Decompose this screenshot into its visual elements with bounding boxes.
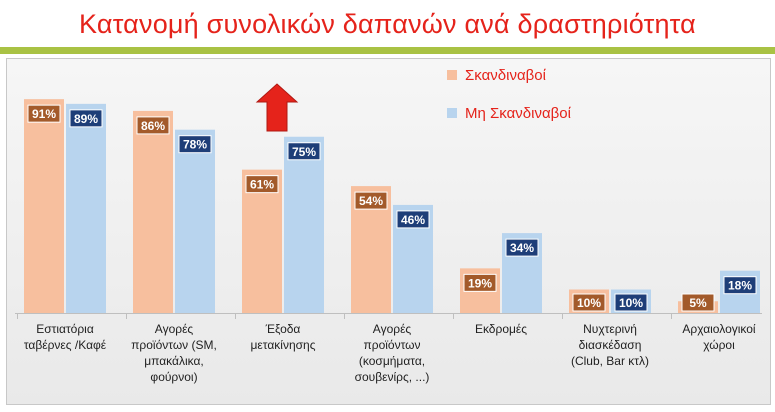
data-label-box [287,142,321,161]
data-label: 91% [32,107,56,121]
data-label-box [681,293,715,312]
data-label: 54% [359,194,383,208]
category-label: Έξοδα μετακίνησης [251,322,316,352]
data-label: 46% [401,213,425,227]
legend-label: Σκανδιναβοί [465,67,547,84]
data-label: 5% [689,296,707,310]
data-label-box [723,276,757,295]
category-label: Αγορές προϊόντων (SM, μπακάλικα, φούρνοι) [131,322,217,384]
bar [175,129,215,313]
legend-swatch [447,70,457,80]
data-label: 18% [728,279,752,293]
data-label-box [396,210,430,229]
bar [24,99,64,314]
legend-label: Μη Σκανδιναβοί [465,105,572,122]
data-label-box [69,109,103,128]
data-label-box [245,175,279,194]
bar [133,110,173,314]
bar [242,169,282,313]
bar [284,136,324,313]
up-arrow-icon [255,83,299,132]
data-label-box [136,116,170,135]
data-label-box [505,238,539,257]
data-label: 89% [74,112,98,126]
data-label: 10% [619,296,643,310]
category-label: Νυχτερινή διασκέδαση (Club, Bar κτλ) [571,322,649,368]
data-label-box [463,273,497,292]
category-label: Αρχαιολογικοί χώροι [682,322,756,352]
legend-swatch [447,108,457,118]
data-label: 10% [577,296,601,310]
data-label-box [178,135,212,154]
data-label: 34% [510,241,534,255]
category-label: Εστιατόρια ταβέρνες /Καφέ [24,322,107,352]
data-label: 86% [141,119,165,133]
data-label-box [27,104,61,123]
category-label: Εκδρομές [475,322,527,336]
chart-area: 91% 86% 61% 54% 19% 10% 5% 89% 78% 75% 46% 34% 10% 18… [6,58,771,405]
title-underline [0,47,775,54]
data-label: 75% [292,145,316,159]
data-label: 19% [468,276,492,290]
category-label: Αγορές προϊόντων (κοσμήματα, σουβενίρς, ...… [355,322,430,384]
data-label-box [354,191,388,210]
data-label-box [572,293,606,312]
data-label: 61% [250,178,274,192]
data-label-box [614,293,648,312]
data-label: 78% [183,138,207,152]
bar [66,103,106,313]
slide-title: Κατανομή συνολικών δαπανών ανά δραστηριό… [79,9,696,39]
bar-chart: 91% 86% 61% 54% 19% 10% 5% 89% 78% 75% 46% 34% 10% 18… [15,67,762,384]
